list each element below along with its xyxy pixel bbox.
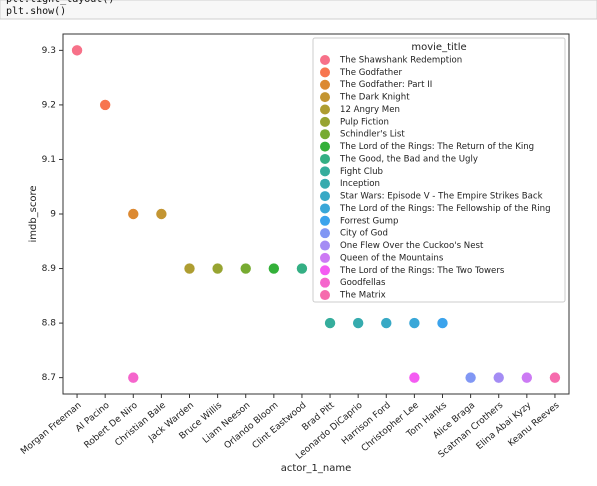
legend-marker xyxy=(320,67,330,78)
y-axis-label: imdb_score xyxy=(28,185,39,242)
legend-label: Pulp Fiction xyxy=(340,117,389,127)
code-cell xyxy=(0,0,597,20)
point xyxy=(211,262,224,275)
legend-label: One Flew Over the Cuckoo's Nest xyxy=(340,241,484,251)
point xyxy=(380,317,393,329)
y-tick-label: 8.7 xyxy=(42,373,56,383)
point xyxy=(549,371,561,384)
x-tick-label: Keanu Reeves xyxy=(507,400,562,449)
legend-label: City of God xyxy=(340,229,388,239)
legend-marker xyxy=(320,252,330,263)
point xyxy=(99,99,111,111)
legend-label: The Godfather xyxy=(339,68,402,78)
point xyxy=(521,371,533,384)
point xyxy=(352,317,364,329)
legend-marker xyxy=(320,116,330,127)
legend-label: Goodfellas xyxy=(340,278,386,288)
y-tick-label: 8.9 xyxy=(42,264,57,274)
legend-marker xyxy=(320,228,330,239)
legend-marker xyxy=(320,166,330,177)
point xyxy=(324,317,336,329)
legend-label: The Lord of the Rings: The Two Towers xyxy=(339,266,505,276)
axes-frame xyxy=(62,33,570,395)
y-tick-label: 9 xyxy=(50,210,56,220)
legend-label: Schindler's List xyxy=(340,130,405,140)
legend-label: The Shawshank Redemption xyxy=(339,56,462,66)
legend-marker xyxy=(320,55,330,65)
legend-label: Star Wars: Episode V - The Empire Strike… xyxy=(340,192,543,202)
point xyxy=(155,208,168,220)
point xyxy=(127,208,140,220)
legend-marker xyxy=(320,203,330,214)
legend-marker xyxy=(320,290,330,301)
legend-label: Queen of the Mountains xyxy=(340,253,444,263)
legend-label: The Dark Knight xyxy=(339,93,410,103)
point xyxy=(296,262,308,275)
y-tick-label: 8.8 xyxy=(42,319,57,329)
code-line: plt.show() xyxy=(6,6,66,17)
point xyxy=(408,371,421,384)
y-tick-label: 9.3 xyxy=(42,46,56,56)
legend-marker xyxy=(320,215,330,226)
legend-marker xyxy=(320,104,330,115)
legend-marker xyxy=(320,141,330,152)
legend-label: The Good, the Bad and the Ugly xyxy=(339,154,478,164)
point xyxy=(71,44,83,57)
legend-label: The Lord of the Rings: The Fellowship of… xyxy=(339,204,551,214)
point xyxy=(492,371,505,384)
legend-label: The Lord of the Rings: The Return of the… xyxy=(339,142,534,152)
legend-label: Inception xyxy=(340,179,380,189)
legend-marker xyxy=(320,178,330,189)
point xyxy=(268,262,280,275)
point xyxy=(183,262,196,275)
point xyxy=(436,317,449,329)
legend-box xyxy=(312,37,566,303)
legend-marker xyxy=(320,240,330,251)
y-tick-label: 9.1 xyxy=(42,155,56,165)
legend-marker xyxy=(320,129,330,140)
x-axis-label: actor_1_name xyxy=(281,463,352,474)
point xyxy=(408,317,421,329)
legend-marker xyxy=(320,153,330,164)
legend-label: Forrest Gump xyxy=(340,216,398,226)
legend-title: movie_title xyxy=(411,42,466,53)
legend-label: The Godfather: Part II xyxy=(339,80,432,90)
legend-marker xyxy=(320,92,330,103)
point xyxy=(239,262,252,275)
legend-label: 12 Angry Men xyxy=(340,105,400,115)
y-tick-label: 9.2 xyxy=(42,100,56,110)
point xyxy=(464,371,477,384)
legend-marker xyxy=(320,277,330,288)
code-line: plt.tight_layout() xyxy=(6,0,114,5)
legend-marker xyxy=(320,191,330,202)
legend-label: The Matrix xyxy=(339,291,386,301)
legend-marker xyxy=(320,79,330,90)
point xyxy=(127,371,140,384)
x-tick-label: Morgan Freeman xyxy=(19,401,83,457)
legend-marker xyxy=(320,265,330,276)
legend-label: Fight Club xyxy=(340,167,383,177)
